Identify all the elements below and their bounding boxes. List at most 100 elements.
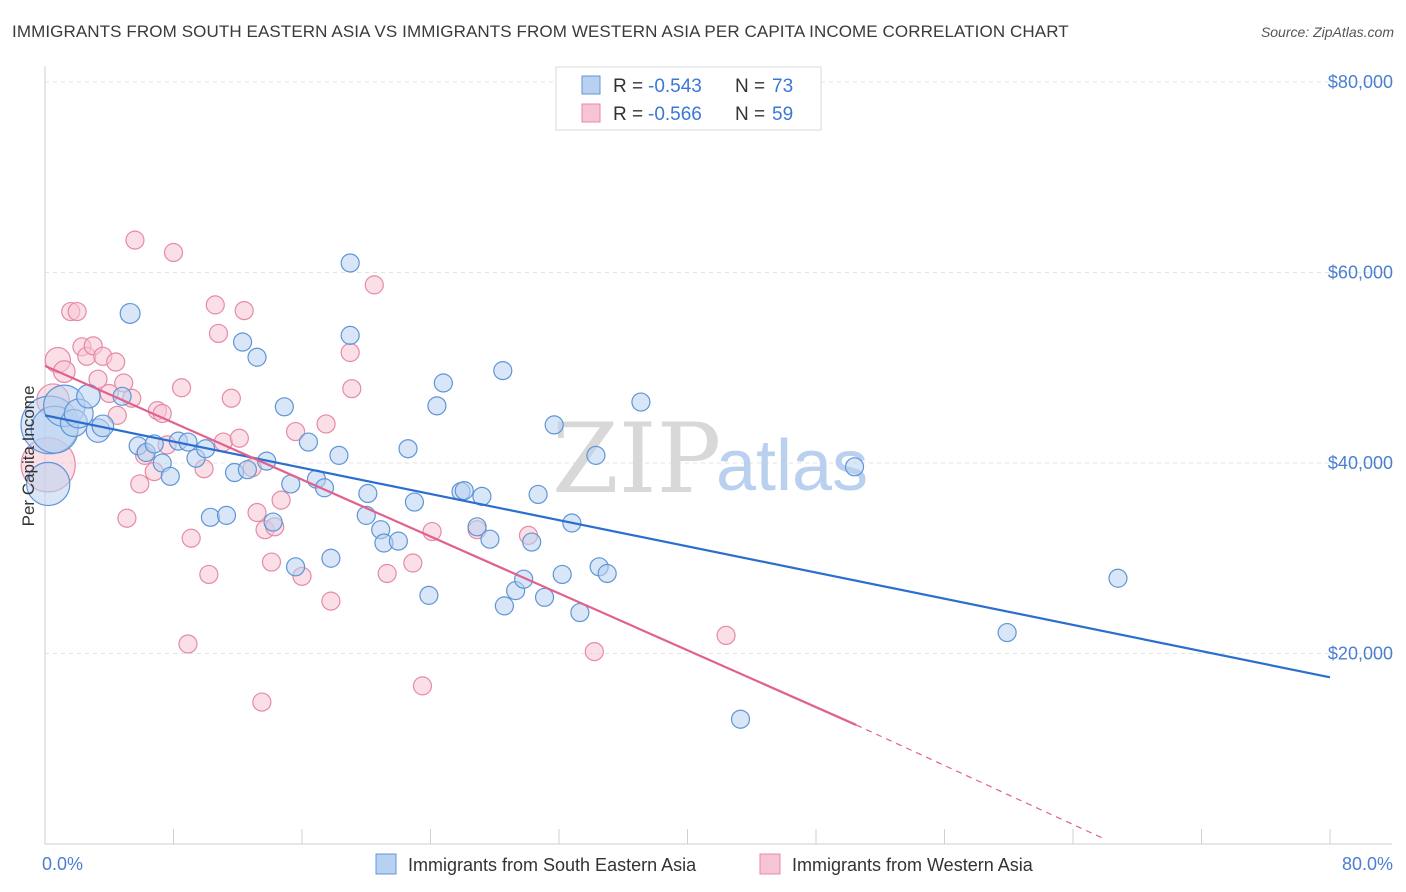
y-tick-label: $20,000 — [1328, 644, 1393, 664]
data-point — [493, 361, 513, 381]
data-point — [358, 483, 378, 504]
legend-n-label: N = — [735, 104, 765, 125]
trend-line-south-eastern-asia — [44, 414, 1331, 679]
data-point — [514, 569, 534, 589]
data-point — [364, 275, 384, 295]
data-point — [234, 301, 254, 321]
data-point — [419, 585, 439, 605]
y-tick-label: $40,000 — [1328, 453, 1393, 473]
data-point — [178, 634, 198, 654]
data-point — [263, 512, 283, 532]
x-tick-labels: 0.0% 80.0% — [42, 854, 1393, 874]
y-tick-labels: $20,000 $40,000 $60,000 $80,000 — [1328, 72, 1393, 664]
data-point — [730, 709, 751, 729]
data-point — [412, 676, 433, 696]
data-point — [252, 692, 272, 712]
data-point — [229, 428, 249, 448]
data-point — [329, 445, 349, 465]
data-point — [163, 242, 184, 263]
data-point — [200, 507, 221, 527]
legend-n-value: 73 — [772, 76, 793, 97]
legend-box: R = -0.543 N = 73 R = -0.566 N = 59 — [555, 66, 822, 131]
source-credit: Source: ZipAtlas.com — [1260, 24, 1394, 40]
data-point — [340, 253, 360, 273]
data-point — [467, 517, 487, 537]
bottom-legend-swatch — [375, 853, 397, 875]
series-western-asia-points — [20, 230, 736, 712]
watermark-zip: ZIP — [552, 403, 721, 515]
legend-swatch — [581, 103, 601, 123]
x-tick-label: 80.0% — [1342, 854, 1393, 874]
data-point — [316, 414, 336, 434]
data-point — [205, 295, 225, 315]
data-point — [298, 432, 319, 452]
legend-r-value: -0.566 — [648, 104, 702, 125]
legend-swatch — [581, 75, 601, 95]
data-point — [597, 563, 617, 584]
data-point — [534, 587, 555, 607]
data-point — [1108, 568, 1128, 588]
data-point — [171, 378, 192, 398]
chart-title: IMMIGRANTS FROM SOUTH EASTERN ASIA VS IM… — [12, 22, 1069, 41]
legend-n-value: 59 — [772, 104, 793, 125]
data-point — [106, 352, 126, 372]
data-point — [404, 492, 425, 512]
data-point — [388, 531, 408, 551]
data-point — [199, 564, 219, 585]
data-point — [403, 553, 423, 573]
data-point — [377, 563, 397, 584]
data-point — [247, 502, 267, 523]
data-point — [160, 466, 180, 486]
data-point — [340, 325, 360, 345]
data-point — [522, 532, 542, 552]
data-point — [494, 596, 514, 616]
y-tick-label: $80,000 — [1328, 72, 1393, 92]
data-point — [321, 548, 341, 568]
data-point — [119, 302, 141, 324]
data-point — [342, 379, 362, 399]
data-point — [584, 641, 604, 662]
bottom-legend: Immigrants from South Eastern Asia Immigr… — [375, 853, 1034, 875]
watermark-atlas: atlas — [716, 426, 868, 506]
data-point — [844, 457, 865, 477]
data-point — [285, 557, 306, 577]
data-point — [716, 625, 736, 646]
bottom-legend-label: Immigrants from South Eastern Asia — [408, 855, 697, 875]
data-point — [271, 490, 291, 510]
data-point — [26, 461, 71, 507]
bottom-legend-swatch — [759, 853, 781, 875]
data-point — [237, 460, 257, 480]
data-point — [125, 230, 145, 250]
trend-lines — [44, 364, 1331, 840]
data-point — [181, 528, 201, 548]
watermark: ZIP atlas — [552, 403, 868, 515]
data-point — [631, 392, 651, 412]
data-point — [261, 552, 282, 572]
data-point — [216, 505, 237, 525]
data-point — [586, 445, 606, 465]
data-point — [221, 388, 241, 408]
legend-n-label: N = — [735, 76, 765, 97]
data-point — [480, 529, 500, 549]
trend-line-western-asia-extrapolated — [855, 724, 1106, 840]
data-point — [454, 481, 474, 501]
data-point — [232, 332, 253, 352]
legend-r-value: -0.543 — [648, 76, 702, 97]
data-point — [544, 415, 564, 435]
data-point — [427, 396, 447, 416]
data-point — [285, 421, 306, 442]
data-point — [274, 397, 294, 417]
data-point — [178, 432, 198, 452]
bottom-legend-label: Immigrants from Western Asia — [792, 855, 1034, 875]
data-point — [528, 484, 548, 505]
data-point — [67, 301, 87, 322]
data-point — [340, 342, 360, 363]
data-point — [321, 591, 341, 611]
trend-line-western-asia — [44, 364, 857, 726]
y-tick-label: $60,000 — [1328, 263, 1393, 283]
data-point — [398, 439, 418, 459]
data-point — [552, 564, 572, 585]
legend-r-label: R = — [613, 76, 643, 97]
data-point — [117, 508, 137, 528]
